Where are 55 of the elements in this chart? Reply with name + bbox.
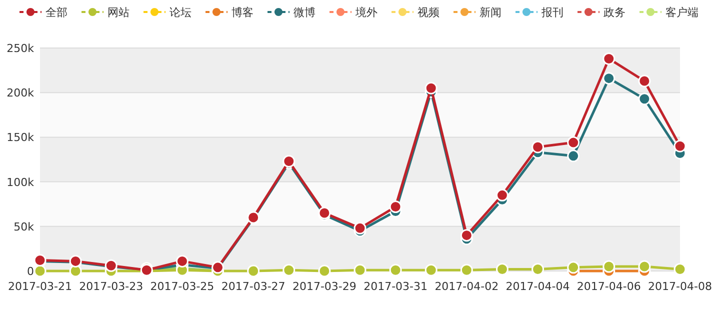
point xyxy=(602,72,616,85)
y-tick-label: 100k xyxy=(6,176,35,189)
legend-label: 微博 xyxy=(294,6,316,19)
point xyxy=(282,264,296,276)
x-tick-label: 2017-04-04 xyxy=(506,280,570,293)
point xyxy=(34,264,46,278)
y-tick-label: 200k xyxy=(6,86,35,100)
point xyxy=(674,140,686,152)
point xyxy=(532,140,544,154)
legend-label: 论坛 xyxy=(170,6,192,19)
legend-label: 博客 xyxy=(232,6,254,19)
point xyxy=(496,188,508,202)
legend-label: 全部 xyxy=(46,6,68,19)
point xyxy=(318,264,331,278)
point xyxy=(674,262,686,276)
point xyxy=(638,260,651,273)
point xyxy=(567,136,580,149)
y-tick-label: 250k xyxy=(6,42,35,55)
point xyxy=(424,82,438,94)
point xyxy=(602,260,616,273)
point xyxy=(389,264,402,276)
point xyxy=(532,262,544,276)
point xyxy=(496,262,508,276)
point xyxy=(424,264,438,276)
legend-label: 网站 xyxy=(108,6,130,19)
x-tick-label: 2017-03-31 xyxy=(364,280,428,293)
point xyxy=(638,74,651,88)
x-tick-label: 2017-03-29 xyxy=(292,280,356,293)
y-tick-label: 150k xyxy=(6,131,35,144)
legend-label: 视频 xyxy=(418,6,440,19)
y-tick-label: 50k xyxy=(14,220,35,234)
point xyxy=(638,92,651,106)
point xyxy=(247,264,260,278)
point xyxy=(567,150,580,162)
point xyxy=(602,52,616,65)
x-tick-label: 2017-04-06 xyxy=(576,280,641,293)
point xyxy=(460,229,473,242)
legend-label: 政务 xyxy=(604,6,626,19)
x-tick-label: 2017-03-21 xyxy=(8,280,72,293)
point xyxy=(354,264,366,276)
point xyxy=(176,254,188,268)
point xyxy=(567,261,580,274)
x-tick-label: 2017-04-08 xyxy=(648,280,712,293)
y-tick-label: 0 xyxy=(27,265,34,278)
x-tick-label: 2017-04-02 xyxy=(434,280,499,293)
point xyxy=(354,222,366,234)
x-tick-label: 2017-03-23 xyxy=(79,280,144,293)
legend-label: 客户端 xyxy=(666,6,698,19)
legend-label: 新闻 xyxy=(480,6,502,19)
x-tick-label: 2017-03-27 xyxy=(221,280,286,293)
point xyxy=(460,264,473,276)
point xyxy=(389,200,402,214)
x-tick-label: 2017-03-25 xyxy=(150,280,214,293)
legend-label: 报刊 xyxy=(540,6,564,19)
legend-label: 境外 xyxy=(354,6,378,19)
